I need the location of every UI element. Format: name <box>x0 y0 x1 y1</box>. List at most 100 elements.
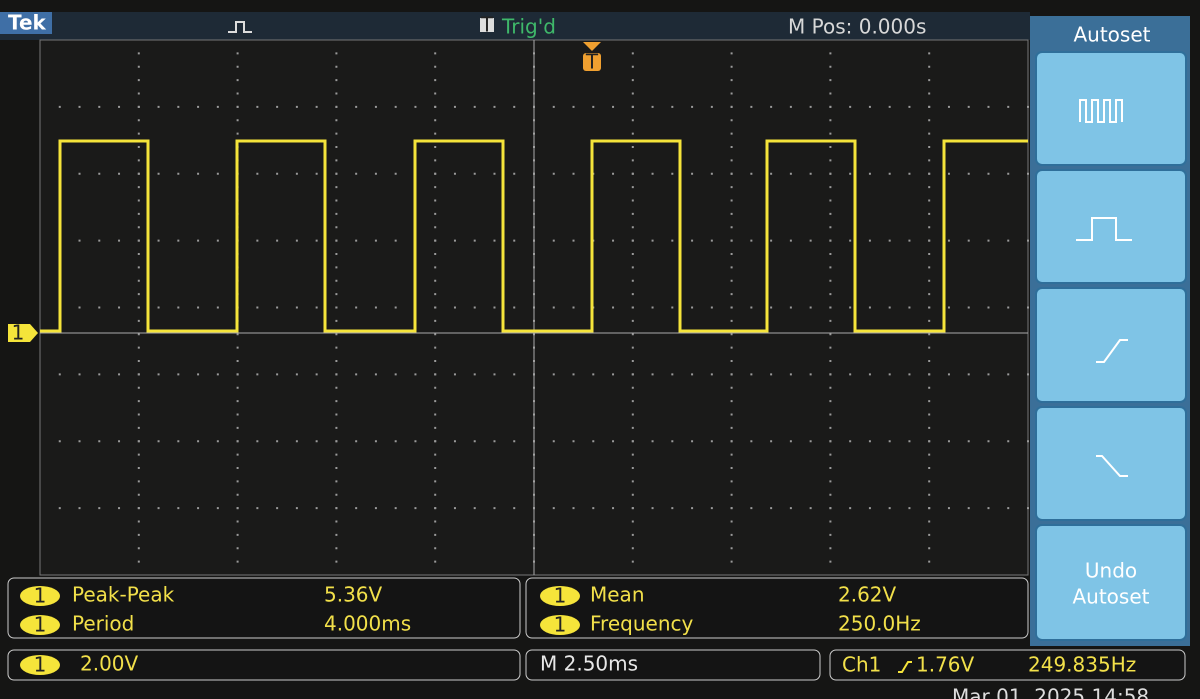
grid-dot <box>335 253 338 255</box>
grid-dot <box>730 52 733 55</box>
grid-dot <box>137 547 140 550</box>
grid-dot <box>967 105 970 108</box>
grid-dot <box>434 92 437 95</box>
grid-dot <box>137 467 140 469</box>
grid-dot <box>789 239 792 242</box>
grid-dot <box>374 440 377 443</box>
grid-dot <box>394 373 397 376</box>
grid-dot <box>691 105 694 108</box>
grid-dot <box>631 159 634 162</box>
grid-dot <box>928 199 931 202</box>
grid-dot <box>612 239 615 242</box>
grid-dot <box>671 239 674 242</box>
grid-dot <box>730 199 733 202</box>
measurement-panel <box>7 577 521 639</box>
grid-dot <box>631 172 634 175</box>
measurement-value: 5.36V <box>324 583 383 607</box>
grid-dot <box>78 373 81 376</box>
grid-dot <box>434 373 437 376</box>
measurement-value: 2.62V <box>838 583 897 607</box>
grid-dot <box>137 105 140 108</box>
grid-dot <box>829 319 832 322</box>
grid-dot <box>434 159 437 162</box>
grid-dot <box>710 306 713 309</box>
grid-dot <box>730 119 733 122</box>
grid-dot <box>335 426 338 429</box>
grid-dot <box>730 360 733 362</box>
grid-dot <box>137 319 140 322</box>
grid-dot <box>730 79 733 82</box>
trigger-slope-icon <box>898 661 912 673</box>
grid-dot <box>1027 373 1029 376</box>
grid-dot <box>631 520 634 523</box>
grid-dot <box>315 172 318 175</box>
grid-dot <box>335 467 338 469</box>
grid-dot <box>355 507 358 510</box>
grid-dot <box>829 146 832 148</box>
grid-dot <box>750 172 753 175</box>
autoset-single-cycle-button[interactable] <box>1035 169 1187 284</box>
trigger-badge: T <box>480 13 494 37</box>
brand: Tek <box>8 11 47 35</box>
grid-dot <box>612 440 615 443</box>
grid-dot <box>315 373 318 376</box>
grid-dot <box>335 212 338 215</box>
grid-dot <box>928 386 931 389</box>
grid-dot <box>315 507 318 510</box>
grid-dot <box>829 105 832 108</box>
grid-dot <box>928 186 931 189</box>
grid-dot <box>888 440 891 443</box>
measurement-value: 250.0Hz <box>838 612 921 636</box>
grid-dot <box>572 239 575 242</box>
grid-dot <box>651 507 654 510</box>
autoset-falling-edge-button[interactable] <box>1035 406 1187 521</box>
grid-dot <box>631 105 634 108</box>
grid-dot <box>335 293 338 296</box>
grid-dot <box>137 360 140 362</box>
grid-dot <box>236 413 239 416</box>
timebase-box <box>525 649 821 681</box>
trigger-marker-bg <box>583 53 601 71</box>
grid-dot <box>137 172 140 175</box>
grid-dot <box>631 507 634 510</box>
grid-dot <box>236 533 239 536</box>
grid-dot <box>434 386 437 389</box>
grid-dot <box>552 239 555 242</box>
grid-dot <box>236 52 239 55</box>
grid-dot <box>928 520 931 523</box>
grid-dot <box>256 172 259 175</box>
grid-dot <box>730 226 733 229</box>
grid-dot <box>730 507 733 510</box>
grid-dot <box>197 507 200 510</box>
grid-dot <box>434 253 437 255</box>
grid-dot <box>177 306 180 309</box>
grid-dot <box>335 373 338 376</box>
grid-dot <box>572 373 575 376</box>
grid-dot <box>552 373 555 376</box>
grid-dot <box>315 105 318 108</box>
grid-dot <box>335 333 338 336</box>
grid-dot <box>947 373 950 376</box>
grid-dot <box>849 306 852 309</box>
measurement-name: Period <box>72 612 134 636</box>
header-bar <box>0 12 1030 40</box>
grid-dot <box>453 105 456 108</box>
undo-autoset-button[interactable] <box>1035 524 1187 641</box>
grid-dot <box>453 507 456 510</box>
grid-dot <box>216 507 219 510</box>
autoset-rising-edge-button[interactable] <box>1035 287 1187 403</box>
grid-dot <box>137 65 140 68</box>
grid-dot <box>335 360 338 362</box>
trigger-badge-bg <box>480 18 494 32</box>
grid-dot <box>671 507 674 510</box>
grid-dot <box>710 373 713 376</box>
grid-dot <box>434 520 437 523</box>
grid-dot <box>829 279 832 282</box>
grid-dot <box>849 172 852 175</box>
grid-dot <box>730 172 733 175</box>
grid-dot <box>137 159 140 162</box>
grid-dot <box>197 239 200 242</box>
grid-dot <box>216 440 219 443</box>
grid-dot <box>295 373 298 376</box>
grid-dot <box>829 520 832 523</box>
